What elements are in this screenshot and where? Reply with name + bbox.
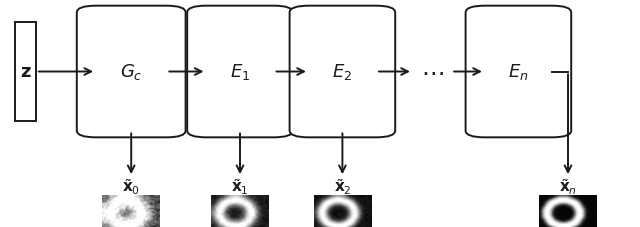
Text: $\cdots$: $\cdots$: [420, 59, 444, 84]
Text: $E_2$: $E_2$: [332, 62, 353, 81]
Text: $G_c$: $G_c$: [120, 62, 143, 81]
Text: $\tilde{\mathbf{x}}_0$: $\tilde{\mathbf{x}}_0$: [122, 178, 140, 197]
FancyBboxPatch shape: [187, 6, 292, 137]
FancyBboxPatch shape: [77, 6, 186, 137]
Text: $E_n$: $E_n$: [508, 62, 529, 81]
Text: $\tilde{\mathbf{x}}_2$: $\tilde{\mathbf{x}}_2$: [333, 178, 351, 197]
FancyBboxPatch shape: [466, 6, 572, 137]
Text: $\mathbf{z}$: $\mathbf{z}$: [20, 62, 31, 81]
Text: $\tilde{\mathbf{x}}_n$: $\tilde{\mathbf{x}}_n$: [559, 178, 577, 197]
FancyBboxPatch shape: [15, 22, 36, 121]
FancyBboxPatch shape: [290, 6, 395, 137]
Text: $\tilde{\mathbf{x}}_1$: $\tilde{\mathbf{x}}_1$: [231, 178, 249, 197]
Text: $E_1$: $E_1$: [230, 62, 250, 81]
